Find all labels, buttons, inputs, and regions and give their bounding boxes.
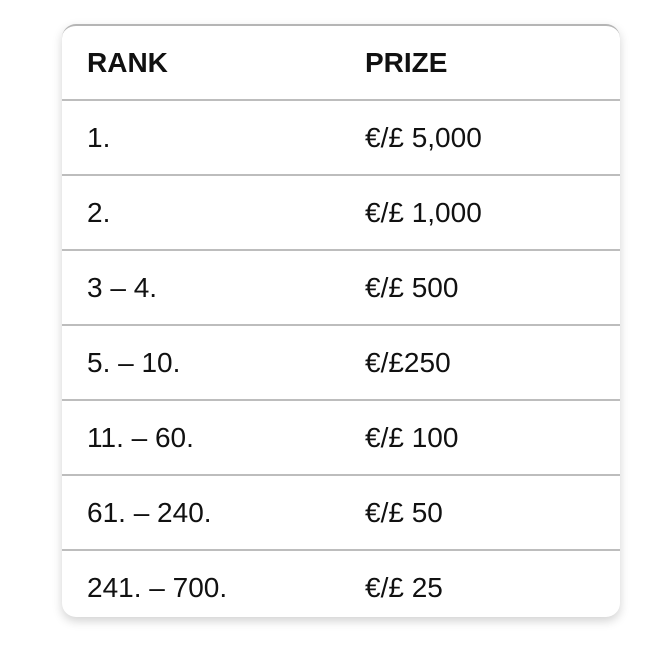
rank-cell: 1. [62,100,365,176]
table-row: 3 – 4. €/£ 500 [62,250,620,326]
prize-cell: €/£ 25 [365,571,443,603]
prize-table-card: RANK PRIZE 1. €/£ 5,000 2. €/£ 1,000 3 – 4… [62,24,620,617]
prize-table: RANK PRIZE 1. €/£ 5,000 2. €/£ 1,000 3 – 4… [62,26,620,617]
header-prize: PRIZE [365,26,620,101]
table-row: 11. – 60. €/£ 100 [62,400,620,476]
prize-cell: €/£ 1,000 [365,175,620,251]
table-row: 2. €/£ 1,000 [62,175,620,251]
prize-cell: €/£ 50 [365,475,620,551]
rank-cell: 61. – 240. [62,475,365,551]
rank-cell: 2. [62,175,365,251]
rank-cell: 5. – 10. [62,325,365,401]
prize-cell: €/£ 5,000 [365,100,620,176]
table-row: 5. – 10. €/£250 [62,325,620,401]
header-rank: RANK [62,26,365,101]
prize-cell: €/£250 [365,325,620,401]
table-row: 61. – 240. €/£ 50 [62,475,620,551]
rank-cell: 241. – 700. [87,571,228,603]
rank-cell: 3 – 4. [62,250,365,326]
table-header-row: RANK PRIZE [62,26,620,101]
table-row: 1. €/£ 5,000 [62,100,620,176]
rank-cell: 11. – 60. [62,400,365,476]
prize-cell: €/£ 100 [365,400,620,476]
table-row: 241. – 700. €/£ 25 [62,550,620,617]
prize-cell: €/£ 500 [365,250,620,326]
